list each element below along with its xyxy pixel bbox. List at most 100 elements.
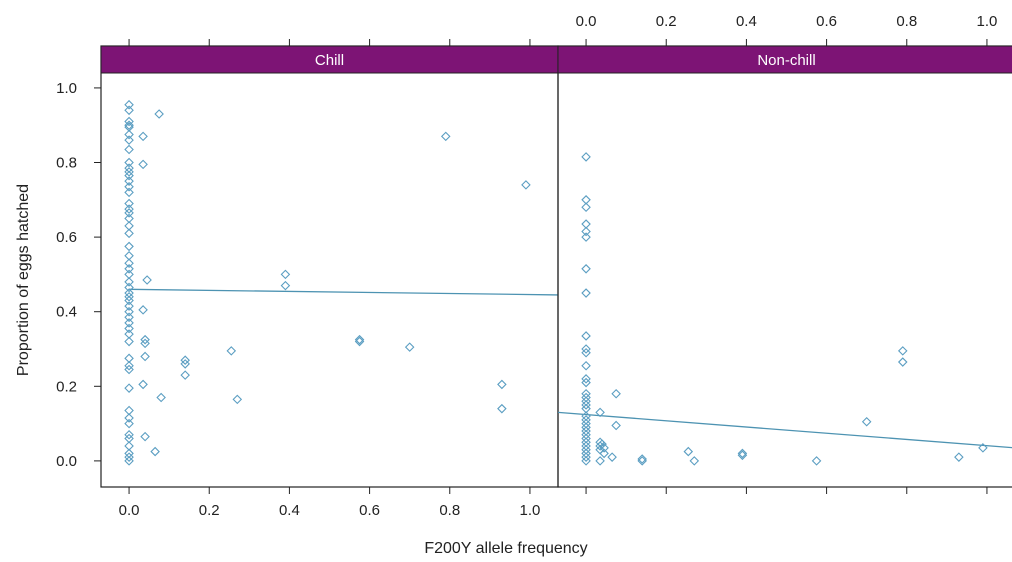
- data-point: [124, 105, 134, 116]
- data-point: [581, 374, 591, 384]
- x-tick-label: 0.2: [656, 13, 677, 30]
- data-point: [124, 241, 134, 252]
- data-point: [581, 226, 591, 237]
- data-point: [124, 306, 134, 317]
- x-tick-label: 0.2: [199, 502, 220, 519]
- data-point: [124, 116, 134, 127]
- data-point: [124, 181, 134, 192]
- data-point: [954, 452, 964, 462]
- panel-frame: [557, 45, 1012, 488]
- panel-strip-label: Chill: [315, 52, 344, 69]
- y-axis-title: Proportion of eggs hatched: [15, 184, 32, 376]
- data-point: [142, 275, 152, 285]
- data-point: [581, 288, 591, 298]
- y-tick-label: 0.6: [56, 229, 77, 246]
- data-point: [521, 180, 531, 190]
- x-tick-label: 1.0: [977, 13, 998, 30]
- data-point: [124, 228, 134, 239]
- data-point: [124, 157, 134, 168]
- data-point: [354, 334, 365, 345]
- y-tick-label: 0.4: [56, 304, 77, 321]
- panel-strip: [557, 45, 1012, 74]
- data-point: [140, 338, 150, 349]
- data-point: [124, 264, 134, 274]
- data-point: [156, 392, 166, 403]
- data-point: [497, 403, 507, 414]
- data-point: [140, 334, 150, 345]
- data-point: [581, 347, 591, 358]
- data-point: [124, 258, 134, 268]
- data-point: [595, 456, 605, 466]
- y-tick-label: 0.8: [56, 155, 77, 172]
- panel-frame: [100, 45, 559, 488]
- data-point: [124, 204, 134, 214]
- data-point: [637, 454, 647, 464]
- data-point: [124, 430, 134, 440]
- data-point: [124, 364, 134, 375]
- data-point: [637, 456, 647, 466]
- data-point: [138, 379, 148, 390]
- data-point: [689, 456, 700, 466]
- data-point: [581, 264, 591, 274]
- data-point: [581, 377, 591, 388]
- data-point: [811, 456, 822, 466]
- x-tick-label: 0.0: [119, 502, 140, 519]
- data-point: [581, 344, 591, 354]
- data-point: [354, 336, 365, 347]
- x-tick-label: 0.4: [736, 13, 757, 30]
- x-tick-label: 0.8: [896, 13, 917, 30]
- x-tick-label: 0.6: [359, 502, 380, 519]
- data-point: [737, 450, 748, 461]
- data-point: [581, 232, 591, 242]
- data-point: [280, 269, 291, 280]
- y-tick-label: 0.0: [56, 453, 77, 470]
- data-point: [280, 280, 291, 291]
- data-point: [226, 346, 237, 356]
- data-point: [124, 135, 134, 145]
- data-point: [599, 443, 609, 453]
- data-point: [124, 418, 134, 429]
- data-point: [124, 318, 134, 328]
- panel-strip: [100, 45, 559, 74]
- x-tick-label: 0.0: [576, 13, 597, 30]
- data-point: [124, 383, 134, 393]
- data-point: [124, 99, 134, 110]
- data-point: [140, 431, 150, 442]
- x-tick-label: 1.0: [520, 502, 541, 519]
- data-point: [124, 176, 134, 186]
- data-point: [597, 439, 607, 449]
- trend-line: [129, 288, 559, 296]
- data-point: [581, 331, 591, 341]
- data-point: [581, 361, 591, 371]
- data-point: [232, 394, 243, 405]
- data-point: [124, 208, 134, 218]
- x-tick-label: 0.6: [816, 13, 837, 30]
- data-point: [138, 131, 148, 142]
- data-point: [404, 342, 415, 352]
- y-tick-label: 1.0: [56, 80, 77, 97]
- data-point: [124, 292, 134, 302]
- y-tick-label: 0.2: [56, 378, 77, 395]
- data-point: [124, 361, 134, 371]
- data-point: [124, 167, 134, 177]
- data-point: [180, 359, 190, 369]
- data-point: [124, 413, 134, 423]
- data-point: [124, 301, 134, 311]
- data-point: [138, 159, 148, 170]
- data-point: [683, 446, 694, 457]
- x-tick-label: 0.8: [439, 502, 460, 519]
- data-point: [124, 187, 134, 198]
- data-point: [440, 131, 451, 142]
- data-point: [978, 443, 988, 453]
- data-point: [124, 336, 134, 347]
- data-point: [897, 357, 908, 367]
- data-point: [150, 446, 160, 457]
- data-point: [140, 351, 150, 362]
- trend-line: [557, 411, 1012, 449]
- data-point: [124, 323, 134, 334]
- data-point: [581, 202, 591, 213]
- data-point: [599, 448, 609, 459]
- x-tick-label: 0.4: [279, 502, 300, 519]
- data-point: [595, 407, 605, 418]
